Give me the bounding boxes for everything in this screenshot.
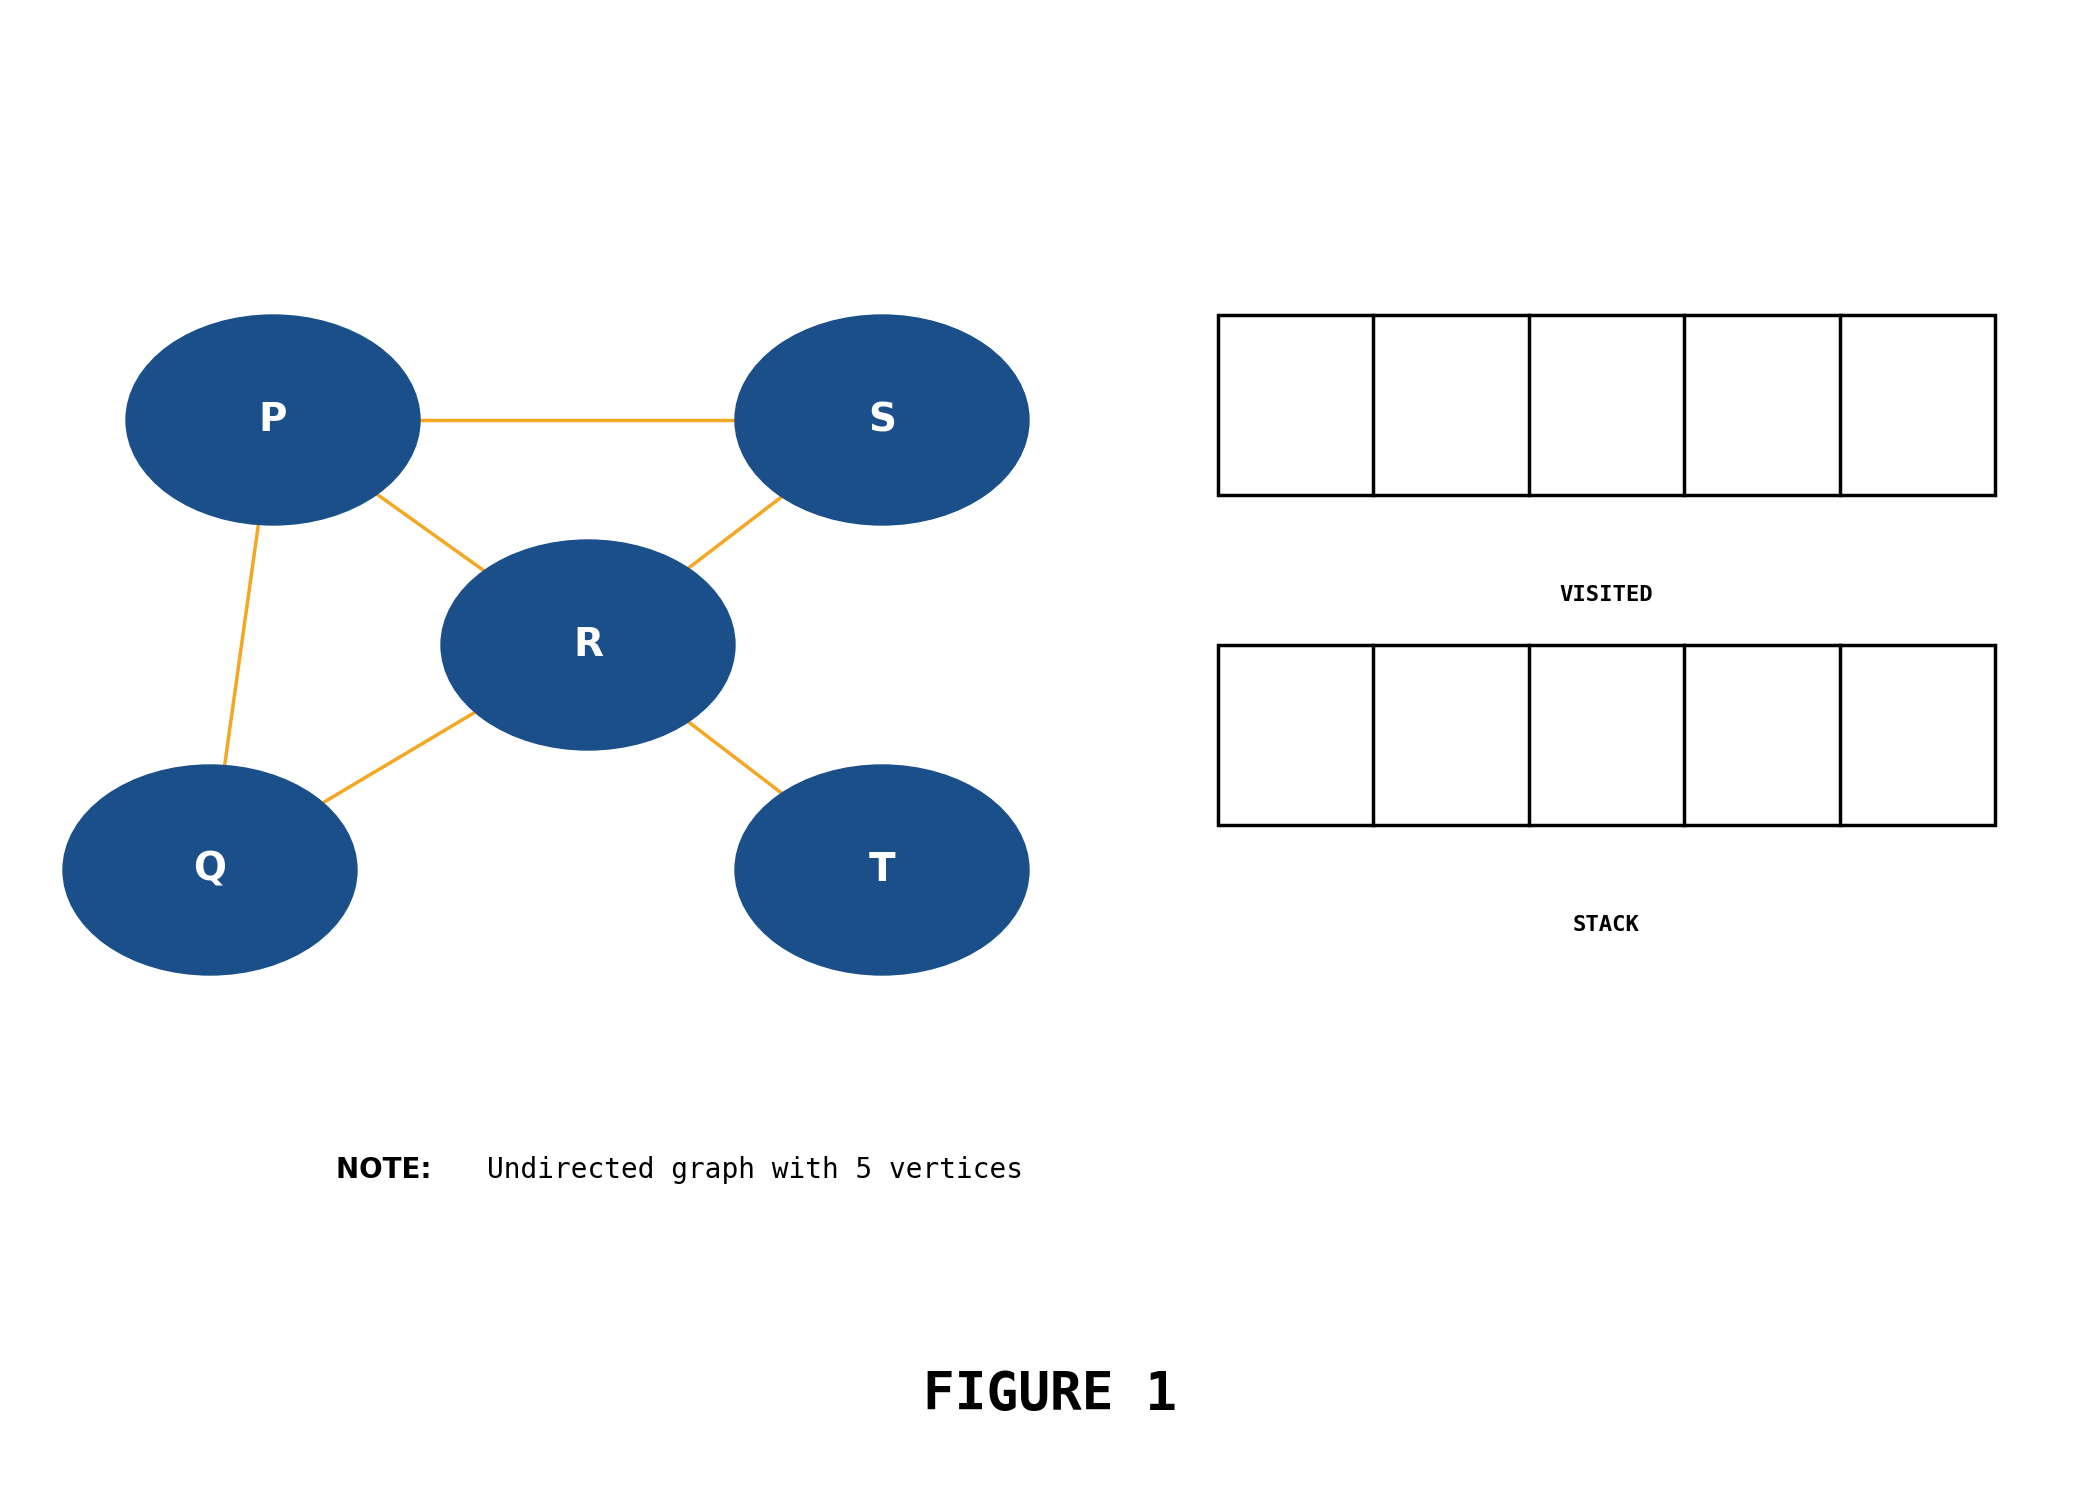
Text: STACK: STACK [1573, 915, 1640, 934]
Circle shape [735, 315, 1029, 525]
Circle shape [441, 540, 735, 750]
FancyBboxPatch shape [1218, 645, 1995, 825]
Text: R: R [573, 626, 603, 664]
Text: Q: Q [193, 850, 227, 889]
Text: P: P [258, 400, 288, 439]
Text: NOTE:: NOTE: [336, 1156, 441, 1184]
Text: VISITED: VISITED [1560, 585, 1653, 604]
Circle shape [63, 765, 357, 975]
Text: S: S [867, 400, 897, 439]
FancyBboxPatch shape [1218, 315, 1995, 495]
Circle shape [735, 765, 1029, 975]
Text: FIGURE 1: FIGURE 1 [924, 1370, 1176, 1420]
Text: Undirected graph with 5 vertices: Undirected graph with 5 vertices [487, 1156, 1023, 1184]
Circle shape [126, 315, 420, 525]
Text: T: T [869, 850, 895, 889]
